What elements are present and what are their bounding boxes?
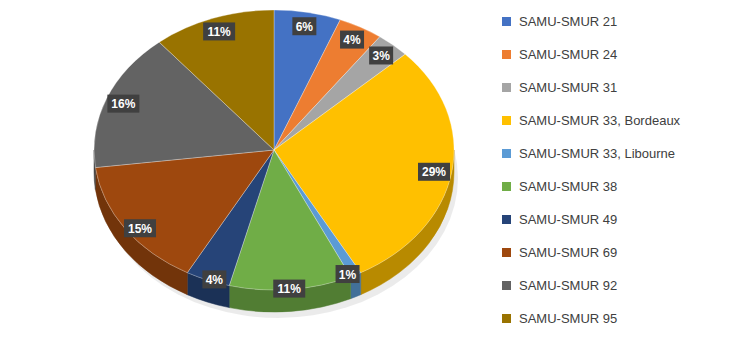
legend-swatch (502, 281, 511, 290)
pie-slice (95, 150, 274, 273)
data-label: 1% (339, 268, 357, 282)
legend-label: SAMU-SMUR 33, Libourne (519, 146, 675, 161)
data-label: 6% (296, 20, 314, 34)
label-box (336, 265, 360, 283)
legend-swatch (502, 215, 511, 224)
slice-side (187, 273, 229, 308)
legend-label: SAMU-SMUR 33, Bordeaux (519, 113, 681, 128)
legend-label: SAMU-SMUR 49 (519, 212, 617, 227)
legend-swatch (502, 83, 511, 92)
legend-label: SAMU-SMUR 21 (519, 14, 617, 29)
legend-swatch (502, 182, 511, 191)
chart-svg: 6%4%3%29%1%11%4%15%16%11%SAMU-SMUR 21SAM… (0, 0, 736, 348)
data-labels: 6% 4% 3% 29% 1% 11% 4% 15% 16% 11% (107, 17, 450, 297)
pie-slices (94, 10, 454, 290)
label-box (273, 280, 305, 298)
data-label: 4% (343, 33, 361, 47)
legend-label: SAMU-SMUR 31 (519, 80, 617, 95)
data-label: 11% (207, 25, 231, 39)
data-label: 3% (372, 49, 390, 63)
chart-container: 6%4%3%29%1%11%4%15%16%11%SAMU-SMUR 21SAM… (0, 0, 736, 348)
legend-swatch (502, 149, 511, 158)
legend-swatch (502, 314, 511, 323)
data-label: 4% (206, 273, 224, 287)
legend: SAMU-SMUR 21 SAMU-SMUR 24 SAMU-SMUR 31 SAMU… (502, 14, 681, 326)
pie-slice (159, 10, 274, 150)
legend-swatch (502, 248, 511, 257)
legend-label: SAMU-SMUR 24 (519, 47, 617, 62)
label-box (203, 22, 235, 40)
label-box (369, 46, 393, 64)
label-box (202, 270, 226, 288)
legend-label: SAMU-SMUR 92 (519, 278, 617, 293)
label-box (340, 31, 364, 49)
data-label: 11% (278, 282, 302, 296)
legend-swatch (502, 50, 511, 59)
legend-label: SAMU-SMUR 69 (519, 245, 617, 260)
data-label: 15% (128, 222, 152, 236)
legend-swatch (502, 17, 511, 26)
legend-label: SAMU-SMUR 95 (519, 311, 617, 326)
data-label: 16% (111, 97, 135, 111)
label-box (418, 163, 450, 181)
legend-label: SAMU-SMUR 38 (519, 179, 617, 194)
label-box (292, 17, 316, 35)
label-box (124, 219, 156, 237)
label-box (107, 95, 139, 113)
legend-swatch (502, 116, 511, 125)
data-label: 29% (422, 165, 446, 179)
